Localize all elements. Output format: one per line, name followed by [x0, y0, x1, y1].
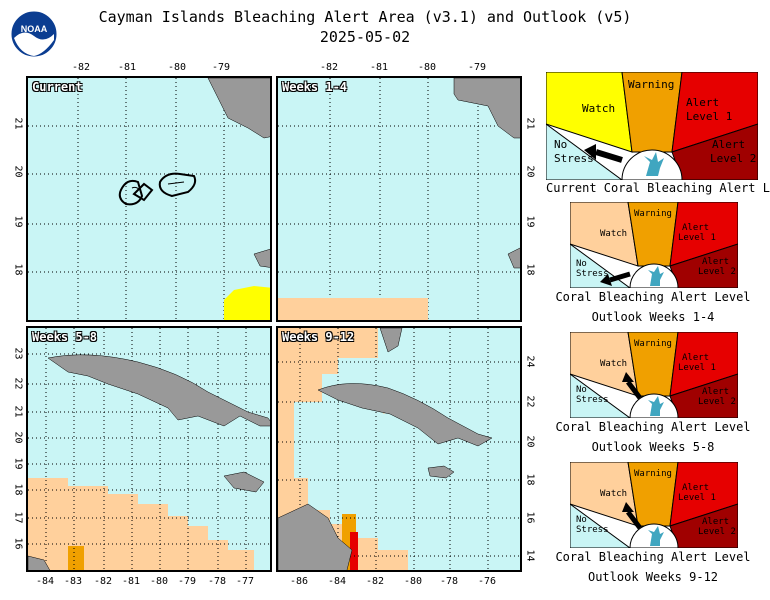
lat-tick: 19 — [12, 457, 24, 470]
gauge-label-alert1: Alert — [682, 353, 709, 363]
lon-tick: -78 — [208, 576, 227, 587]
gauge-caption: Outlook Weeks 9-12 — [587, 570, 719, 584]
lat-tick: 19 — [524, 215, 536, 228]
gauge-label-alert2: Level 2 — [698, 267, 736, 277]
gauge-caption: Coral Bleaching Alert Level — [555, 290, 751, 304]
gauge-label-alert1: Level 1 — [678, 363, 716, 373]
lat-tick: 21 — [12, 117, 24, 130]
lat-tick: 19 — [12, 215, 24, 228]
gauge-label-alert2: Alert — [702, 517, 729, 527]
lon-tick: -81 — [118, 62, 137, 73]
gauge-label-watch: Watch — [600, 489, 627, 499]
gauge-label-no-stress: Stress — [576, 269, 609, 279]
lon-tick: -79 — [468, 62, 487, 73]
map-panel-current: Current — [26, 76, 272, 322]
noaa-logo: NOAA — [10, 10, 58, 58]
lat-tick: 22 — [12, 377, 24, 390]
lon-tick: -84 — [328, 576, 347, 587]
lat-tick: 18 — [12, 483, 24, 496]
lon-tick: -79 — [212, 62, 231, 73]
gauge-label-watch: Watch — [600, 229, 627, 239]
lon-tick: -80 — [168, 62, 187, 73]
lat-tick: 21 — [12, 405, 24, 418]
panel-label: Weeks 9-12 — [282, 330, 355, 344]
alert-gauge-weeks-1-4: No Stress Watch Warning Alert Level 1 Al… — [569, 201, 739, 289]
lat-tick: 20 — [524, 435, 536, 448]
lon-tick: -78 — [440, 576, 459, 587]
gauge-label-watch: Watch — [582, 102, 615, 115]
gauge-label-alert1: Alert — [682, 483, 709, 493]
gauge-caption: Outlook Weeks 1-4 — [591, 310, 715, 324]
map-panel-weeks-1-4: Weeks 1-4 — [276, 76, 522, 322]
lat-tick: 22 — [524, 395, 536, 408]
gauge-label-watch: Watch — [600, 359, 627, 369]
gauge-label-alert2: Level 2 — [698, 527, 736, 537]
lon-tick: -79 — [178, 576, 197, 587]
gauge-label-alert2: Level 2 — [710, 152, 756, 165]
lon-tick: -83 — [64, 576, 83, 587]
lat-tick: 18 — [524, 263, 536, 276]
alert-gauge-current: No Stress Watch Warning Alert Level 1 Al… — [545, 71, 759, 181]
gauge-label-warning: Warning — [634, 209, 672, 219]
gauge-label-no-stress: No — [576, 385, 587, 395]
lat-tick: 18 — [524, 473, 536, 486]
lat-tick: 16 — [524, 511, 536, 524]
lon-tick: -84 — [36, 576, 55, 587]
lat-tick: 16 — [12, 537, 24, 550]
gauge-label-alert2: Alert — [702, 257, 729, 267]
gauge-label-alert1: Level 1 — [686, 110, 732, 123]
lon-tick: -80 — [404, 576, 423, 587]
map-panel-weeks-5-8: Weeks 5-8 — [26, 326, 272, 572]
gauge-label-warning: Warning — [628, 78, 674, 91]
lat-tick: 23 — [12, 347, 24, 360]
lat-tick: 17 — [12, 511, 24, 524]
gauge-label-alert1: Alert — [682, 223, 709, 233]
lat-tick: 14 — [524, 549, 536, 562]
lat-tick: 24 — [524, 355, 536, 368]
lat-tick: 18 — [12, 263, 24, 276]
gauge-label-no-stress: Stress — [554, 152, 594, 165]
lon-tick: -81 — [370, 62, 389, 73]
alert-gauge-weeks-9-12: No Stress Watch Warning Alert Level 1 Al… — [569, 461, 739, 549]
gauge-label-no-stress: No — [554, 138, 567, 151]
lat-tick: 21 — [524, 117, 536, 130]
gauge-label-alert2: Alert — [712, 138, 745, 151]
gauge-label-alert2: Level 2 — [698, 397, 736, 407]
alert-gauge-weeks-5-8: No Stress Watch Warning Alert Level 1 Al… — [569, 331, 739, 419]
panel-label: Weeks 1-4 — [282, 80, 348, 94]
gauge-caption: Current Coral Bleaching Alert Level — [546, 181, 770, 195]
gauge-caption: Coral Bleaching Alert Level — [555, 550, 751, 564]
lon-tick: -80 — [418, 62, 437, 73]
lon-tick: -82 — [72, 62, 91, 73]
panel-label: Weeks 5-8 — [32, 330, 98, 344]
gauge-label-no-stress: Stress — [576, 525, 609, 535]
gauge-caption: Coral Bleaching Alert Level — [555, 420, 751, 434]
page-title: Cayman Islands Bleaching Alert Area (v3.… — [98, 8, 632, 26]
lon-tick: -80 — [150, 576, 169, 587]
lon-tick: -81 — [122, 576, 141, 587]
gauge-label-no-stress: Stress — [576, 395, 609, 405]
gauge-label-alert2: Alert — [702, 387, 729, 397]
noaa-logo-text: NOAA — [21, 24, 48, 34]
map-panel-weeks-9-12: Weeks 9-12 — [276, 326, 522, 572]
gauge-label-warning: Warning — [634, 469, 672, 479]
lon-tick: -82 — [320, 62, 339, 73]
gauge-label-no-stress: No — [576, 515, 587, 525]
gauge-label-alert1: Level 1 — [678, 493, 716, 503]
lon-tick: -82 — [94, 576, 113, 587]
lon-tick: -82 — [366, 576, 385, 587]
gauge-label-warning: Warning — [634, 339, 672, 349]
gauge-label-alert1: Alert — [686, 96, 719, 109]
gauge-label-alert1: Level 1 — [678, 233, 716, 243]
page-date: 2025-05-02 — [319, 28, 411, 46]
lon-tick: -76 — [478, 576, 497, 587]
lon-tick: -86 — [290, 576, 309, 587]
gauge-label-no-stress: No — [576, 259, 587, 269]
panel-label: Current — [32, 80, 83, 94]
lon-tick: -77 — [236, 576, 255, 587]
lat-tick: 20 — [12, 165, 24, 178]
lat-tick: 20 — [12, 431, 24, 444]
lat-tick: 20 — [524, 165, 536, 178]
gauge-caption: Outlook Weeks 5-8 — [591, 440, 715, 454]
